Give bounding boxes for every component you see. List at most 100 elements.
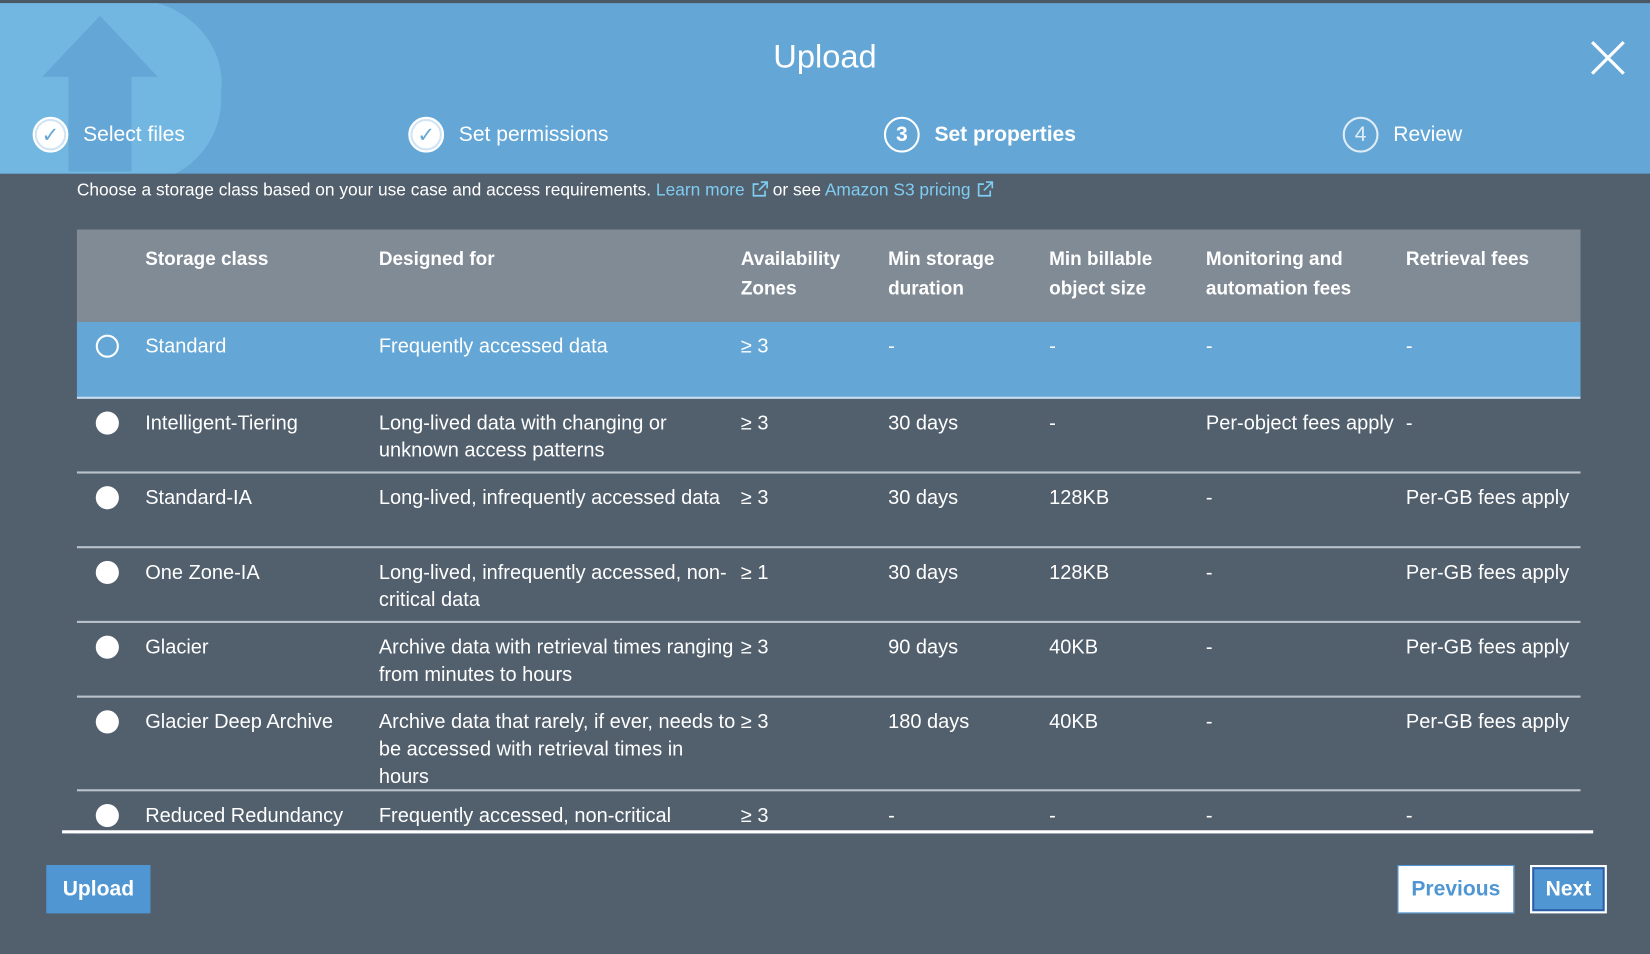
table-cell: -	[1049, 805, 1056, 828]
or-see-text: or see	[772, 180, 821, 200]
table-cell: ≥ 3	[740, 487, 769, 510]
radio-button[interactable]	[95, 411, 119, 435]
table-cell: 30 days	[888, 487, 959, 510]
dialog-title: Upload	[773, 37, 877, 75]
table-cell: 30 days	[888, 412, 959, 435]
radio-button[interactable]	[95, 803, 119, 828]
step-label: Select files	[83, 122, 185, 146]
table-cell: Reduced Redundancy	[145, 805, 344, 828]
check-icon: ✓	[32, 116, 69, 153]
next-button[interactable]: Next	[1530, 864, 1607, 914]
table-cell: 180 days	[888, 711, 970, 734]
table-row[interactable]: Intelligent-Tiering Long-lived data with …	[76, 399, 1581, 474]
intro-text: Choose a storage class based on your use…	[77, 181, 994, 201]
table-row[interactable]: Glacier Deep Archive Archive data that ra…	[76, 698, 1581, 792]
table-cell: ≥ 3	[740, 636, 769, 659]
table-cell: ≥ 3	[740, 335, 769, 358]
table-cell: Per-GB fees apply	[1405, 487, 1570, 510]
table-cell: -	[1049, 412, 1056, 435]
table-row[interactable]: Glacier Archive data with retrieval times…	[76, 623, 1581, 698]
table-cell: Per-GB fees apply	[1405, 711, 1570, 734]
table-row[interactable]: Standard-IA Long-lived, infrequently acce…	[76, 474, 1581, 549]
table-cell: 30 days	[888, 561, 959, 585]
divider	[62, 830, 1594, 834]
column-header: Storage class	[145, 248, 269, 270]
table-row[interactable]: Reduced Redundancy Frequently accessed, n…	[76, 791, 1581, 834]
previous-button[interactable]: Previous	[1397, 864, 1515, 914]
table-cell: Intelligent-Tiering	[145, 412, 298, 435]
table-cell: Long-lived, infrequently accessed data	[378, 487, 721, 510]
step-number-icon: 3	[883, 116, 920, 153]
table-cell: -	[1405, 805, 1413, 828]
upload-button[interactable]: Upload	[46, 864, 151, 914]
table-cell: Frequently accessed, non-critical	[378, 805, 672, 828]
table-cell: -	[1205, 487, 1213, 510]
step-number-icon: 4	[1342, 116, 1379, 153]
table-cell: ≥ 3	[740, 412, 769, 435]
table-cell: Glacier Deep Archive	[145, 711, 334, 734]
table-cell: -	[1049, 335, 1056, 358]
check-icon: ✓	[408, 116, 445, 153]
step-label: Set properties	[934, 122, 1076, 146]
step-select-files[interactable]: ✓ Select files	[32, 116, 185, 153]
column-header: Retrieval fees	[1405, 248, 1530, 270]
table-cell: ≥ 1	[740, 561, 769, 585]
step-set-permissions[interactable]: ✓ Set permissions	[408, 116, 609, 153]
table-cell: -	[1205, 561, 1213, 585]
table-cell: Long-lived data with changing or unknown…	[378, 412, 667, 462]
table-header: Storage class Designed for Availability Zo…	[76, 229, 1581, 323]
table-cell: -	[1205, 335, 1213, 358]
radio-button[interactable]	[95, 334, 119, 358]
step-set-properties[interactable]: 3 Set properties	[883, 116, 1076, 153]
table-cell: ≥ 3	[740, 805, 769, 828]
intro-description: Choose a storage class based on your use…	[76, 180, 652, 200]
table-cell: -	[888, 805, 895, 828]
table-cell: Long-lived, infrequently accessed, non-c…	[378, 561, 727, 612]
pricing-link[interactable]: Amazon S3 pricing	[825, 181, 994, 200]
step-label: Review	[1393, 122, 1463, 146]
column-header: Min storage duration	[888, 248, 995, 299]
table-cell: 128KB	[1049, 561, 1110, 585]
radio-button[interactable]	[95, 560, 119, 585]
table-cell: Per-GB fees apply	[1405, 636, 1570, 659]
column-header: Monitoring and automation fees	[1205, 248, 1352, 299]
step-review[interactable]: 4 Review	[1342, 116, 1463, 153]
table-cell: -	[1205, 636, 1213, 659]
radio-button[interactable]	[95, 710, 119, 734]
table-cell: Archive data with retrieval times rangin…	[378, 636, 734, 687]
table-cell: 40KB	[1049, 636, 1099, 659]
table-cell: -	[1205, 805, 1213, 828]
table-body: Standard Frequently accessed data ≥ 3----I…	[76, 322, 1581, 834]
table-cell: Standard	[145, 335, 227, 358]
external-link-icon	[978, 181, 994, 197]
table-cell: -	[888, 335, 895, 358]
table-cell: ≥ 3	[740, 711, 769, 734]
table-cell: 40KB	[1049, 711, 1099, 734]
learn-more-link[interactable]: Learn more	[656, 181, 768, 200]
column-header: Designed for	[378, 248, 495, 270]
table-cell: -	[1405, 412, 1413, 435]
table-cell: 90 days	[888, 636, 959, 659]
close-icon[interactable]	[1589, 39, 1627, 77]
table-cell: One Zone-IA	[145, 561, 260, 585]
table-cell: -	[1205, 711, 1213, 734]
table-cell: Archive data that rarely, if ever, needs…	[378, 711, 736, 789]
table-cell: Frequently accessed data	[378, 335, 608, 358]
table-row[interactable]: Standard Frequently accessed data ≥ 3 - - - -	[76, 322, 1581, 399]
table-cell: Standard-IA	[145, 487, 252, 510]
table-cell: Per-object fees apply	[1205, 412, 1394, 435]
radio-button[interactable]	[95, 486, 119, 510]
column-header: Availability Zones	[740, 248, 841, 299]
step-label: Set permissions	[458, 122, 609, 146]
radio-button[interactable]	[95, 635, 119, 659]
table-cell: -	[1405, 335, 1413, 358]
table-cell: Glacier	[145, 636, 209, 659]
column-header: Min billable object size	[1049, 248, 1153, 299]
table-cell: 128KB	[1049, 487, 1110, 510]
storage-class-table: Storage class Designed for Availability Zo…	[76, 229, 1581, 834]
external-link-icon	[752, 181, 768, 197]
table-cell: Per-GB fees apply	[1405, 561, 1570, 585]
table-row[interactable]: One Zone-IA Long-lived, infrequently acce…	[76, 548, 1581, 623]
